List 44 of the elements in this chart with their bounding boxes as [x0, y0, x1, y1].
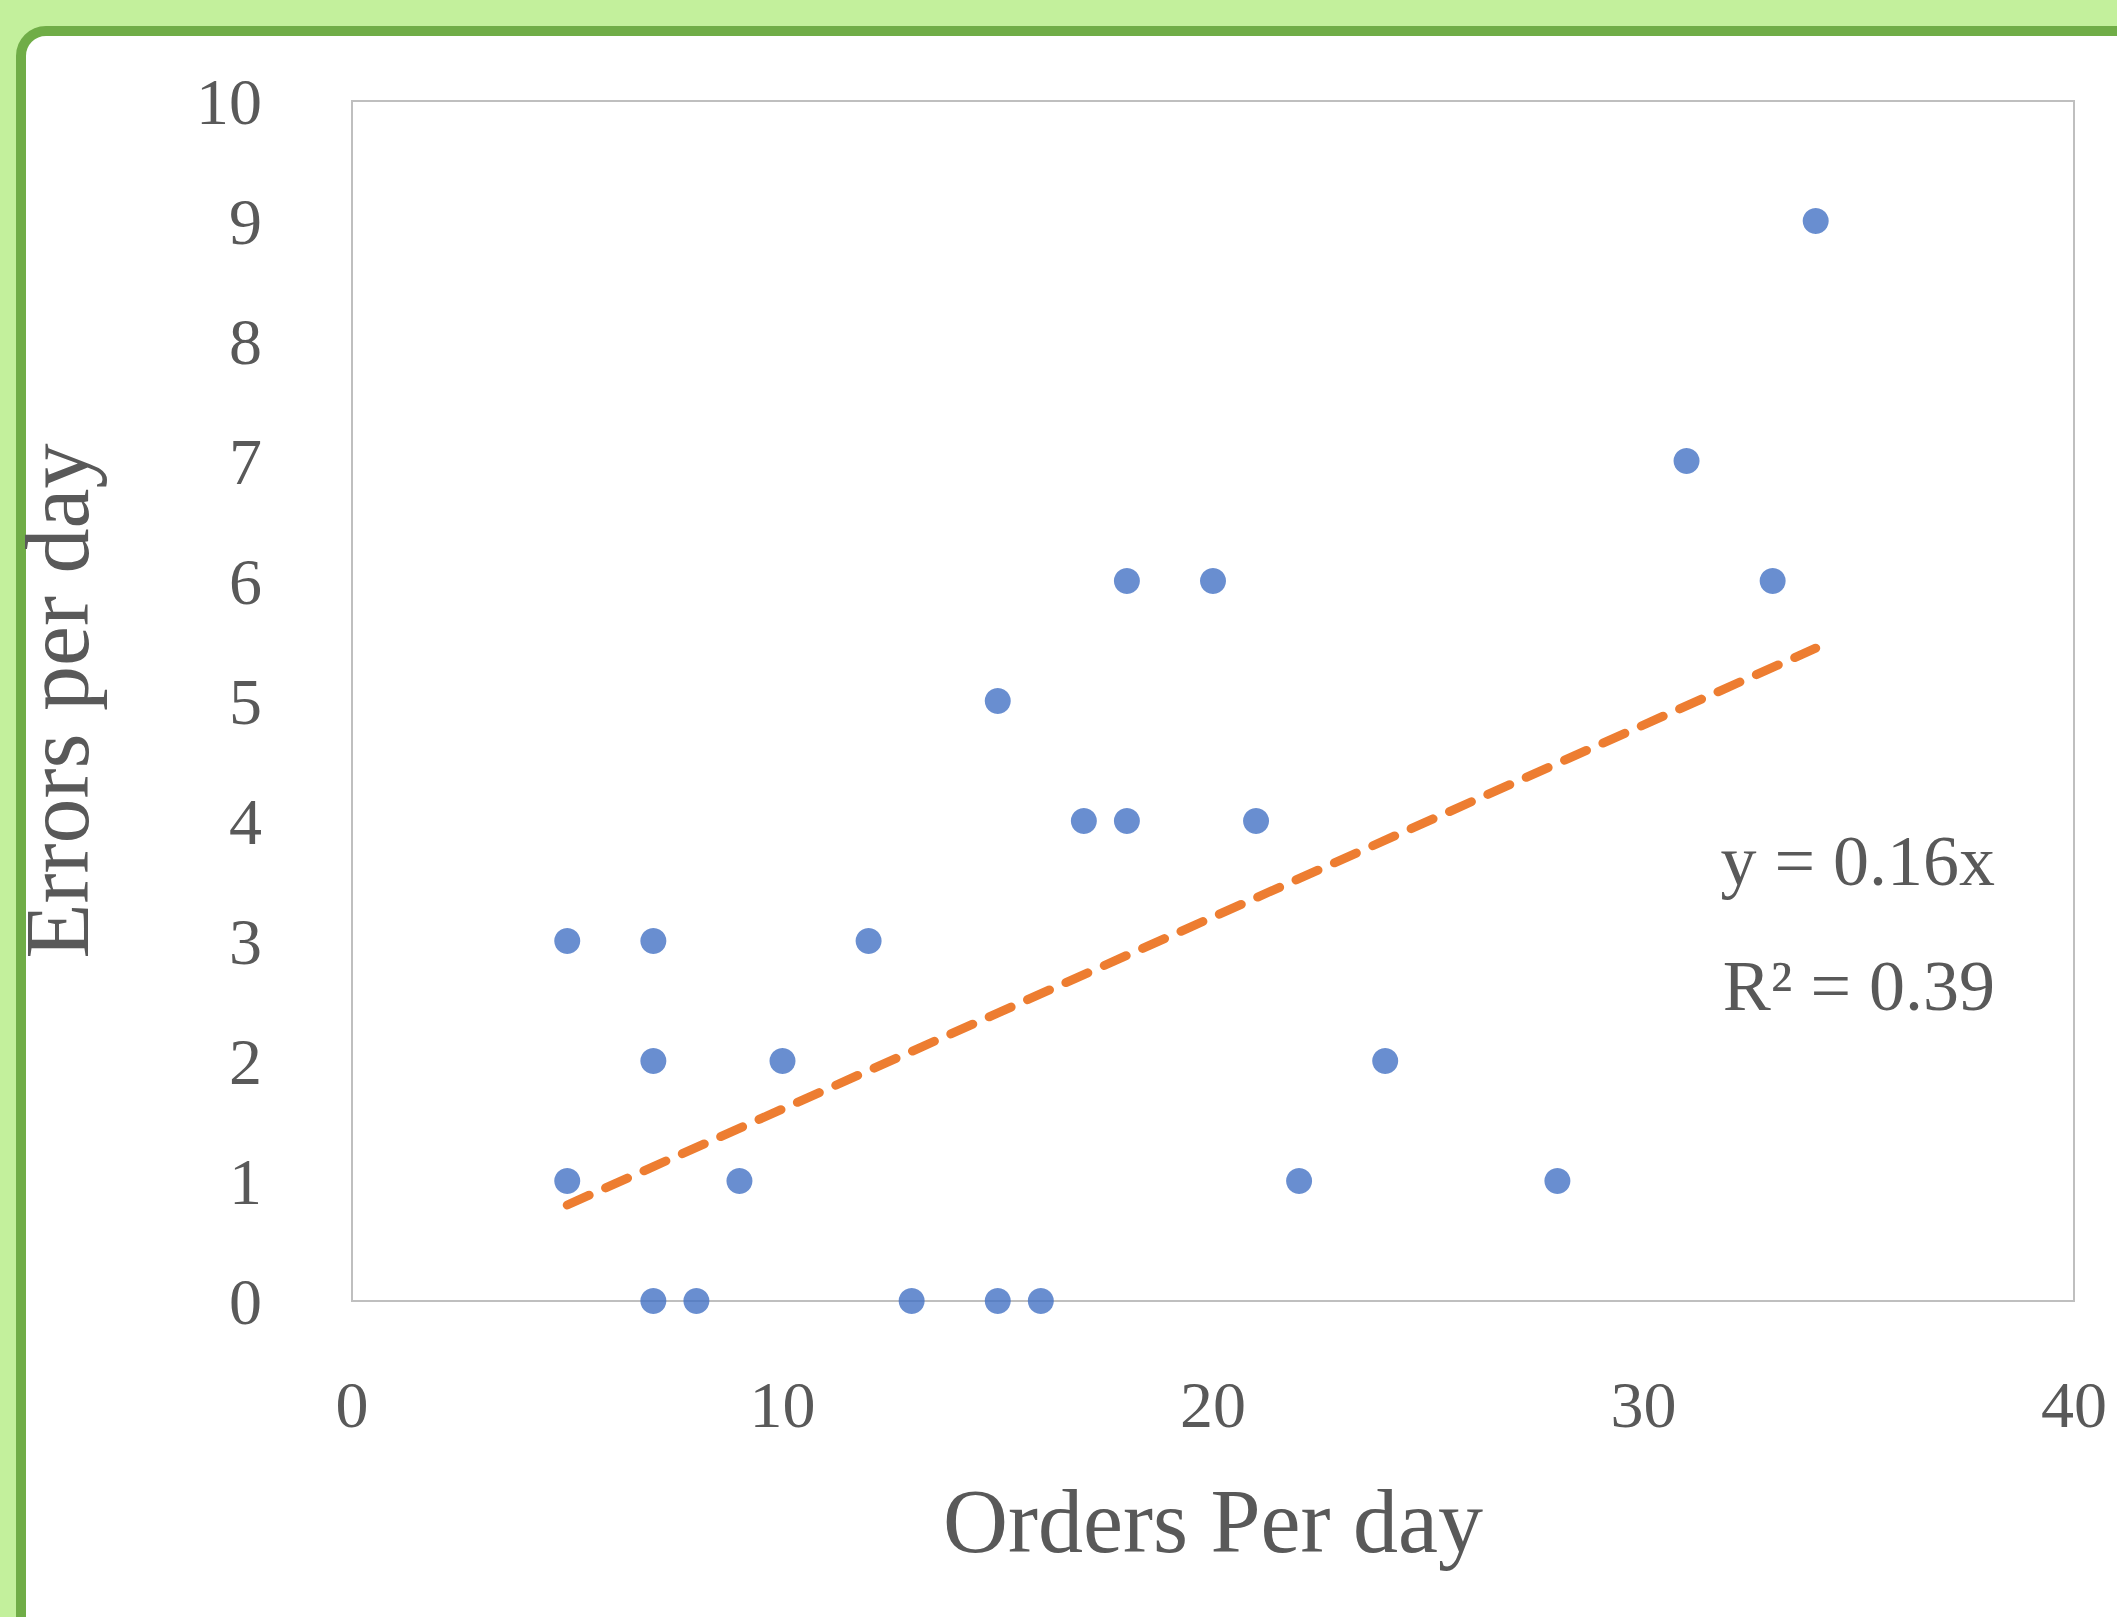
y-axis-title: Errors per day [7, 443, 107, 959]
y-tick-label: 10 [196, 64, 262, 138]
point [640, 928, 667, 954]
point [1673, 448, 1700, 474]
y-tick-label: 0 [229, 1264, 262, 1338]
point [640, 1288, 667, 1314]
y-tick-label: 8 [229, 304, 262, 378]
y-tick-label: 2 [229, 1024, 262, 1098]
y-tick-label: 6 [229, 544, 262, 618]
point [769, 1048, 796, 1074]
point [1200, 568, 1226, 594]
point [1070, 808, 1097, 834]
y-tick-label: 5 [229, 664, 262, 738]
point [1027, 1288, 1054, 1314]
y-tick-label: 4 [229, 784, 262, 858]
point [855, 928, 882, 954]
point [640, 1048, 667, 1074]
point [984, 1288, 1011, 1314]
point [1286, 1168, 1313, 1194]
x-axis-title: Orders Per day [943, 1471, 1483, 1571]
point [554, 1168, 581, 1194]
y-tick-label: 9 [229, 184, 262, 258]
point [1544, 1168, 1571, 1194]
point [726, 1168, 753, 1194]
point [1372, 1048, 1399, 1074]
annotation: y = 0.16x [1720, 821, 1995, 901]
x-tick-label: 40 [2041, 1367, 2107, 1441]
point [1243, 808, 1270, 834]
point [898, 1288, 925, 1314]
y-tick-label: 1 [229, 1144, 262, 1218]
annotation: R² = 0.39 [1722, 946, 1995, 1026]
y-tick-label: 3 [229, 904, 262, 978]
point [554, 928, 581, 954]
point [1759, 568, 1786, 594]
point [683, 1288, 710, 1314]
point [1802, 208, 1829, 234]
x-tick-label: 30 [1610, 1367, 1677, 1441]
x-tick-label: 0 [335, 1367, 369, 1441]
y-tick-label: 7 [229, 424, 262, 498]
point [1113, 568, 1140, 594]
x-tick-label: 20 [1180, 1367, 1246, 1441]
x-tick-label: 10 [749, 1367, 816, 1441]
point [984, 688, 1011, 714]
point [1113, 808, 1140, 834]
